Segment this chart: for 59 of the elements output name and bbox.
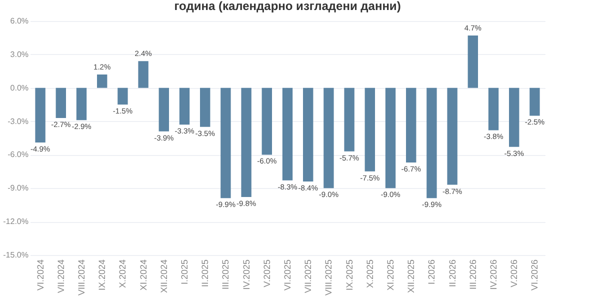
x-tick-label: X.2024: [118, 260, 128, 288]
bar: [364, 88, 375, 172]
x-tick-label: XI.2024: [138, 260, 148, 291]
x-tick-label: VII.2024: [56, 260, 66, 294]
y-tick-label: -6.0%: [8, 150, 28, 160]
x-tick-label: XII.2024: [158, 260, 169, 294]
bar: [138, 61, 148, 88]
x-tick-label: III.2025: [220, 260, 231, 290]
bar: [262, 88, 272, 155]
bar: [468, 35, 478, 88]
y-tick-label: 6.0%: [10, 16, 28, 26]
bar: [35, 88, 46, 142]
bar: [220, 88, 231, 198]
x-tick-label: IX.2024: [97, 260, 108, 291]
bar: [447, 88, 458, 185]
bar: [76, 88, 87, 120]
x-tick-label: VI.2025: [282, 260, 292, 291]
x-tick-label: VI.2026: [530, 260, 540, 291]
x-tick-label: XI.2025: [386, 260, 396, 291]
bar: [509, 88, 520, 147]
bar: [488, 88, 499, 130]
x-tick-label: VII.2025: [303, 260, 314, 294]
y-tick-label: -15.0%: [3, 250, 28, 260]
x-tick-label: IV.2026: [488, 260, 498, 290]
bar: [426, 88, 437, 198]
x-tick-label: V.2025: [262, 260, 272, 288]
bar: [158, 88, 169, 132]
x-tick-label: XII.2025: [406, 260, 416, 294]
y-tick-label: 3.0%: [10, 50, 28, 59]
bar: [530, 88, 540, 116]
bar: [179, 88, 190, 125]
bar: [303, 88, 314, 182]
x-tick-label: I.2026: [426, 260, 437, 285]
bar: [200, 88, 210, 127]
y-tick-label: -3.0%: [8, 116, 28, 126]
x-tick-label: III.2026: [468, 260, 478, 290]
bar: [324, 88, 334, 188]
x-tick-label: II.2026: [447, 260, 458, 288]
bar: [344, 88, 354, 152]
x-tick-label: X.2025: [364, 260, 375, 288]
x-tick-label: V.2026: [509, 260, 520, 288]
bar: [385, 88, 396, 188]
y-tick-label: -9.0%: [8, 184, 28, 193]
bar: [97, 74, 108, 88]
x-tick-label: VIII.2025: [324, 260, 334, 296]
x-tick-label: VIII.2024: [76, 260, 86, 296]
x-tick-label: IV.2025: [241, 260, 252, 290]
bar: [406, 88, 416, 163]
x-tick-label: IX.2025: [344, 260, 354, 291]
bar: [56, 88, 66, 118]
bar: [241, 88, 252, 198]
x-tick-label: VI.2024: [35, 260, 46, 291]
y-tick-label: -12.0%: [3, 217, 28, 226]
bar: [282, 88, 293, 180]
y-tick-label: 0.0%: [10, 83, 28, 92]
bar: [118, 88, 128, 105]
x-tick-label: II.2025: [200, 260, 210, 288]
chart-title: година (календарно изгладени данни): [174, 0, 401, 13]
x-tick-label: I.2025: [180, 260, 190, 285]
